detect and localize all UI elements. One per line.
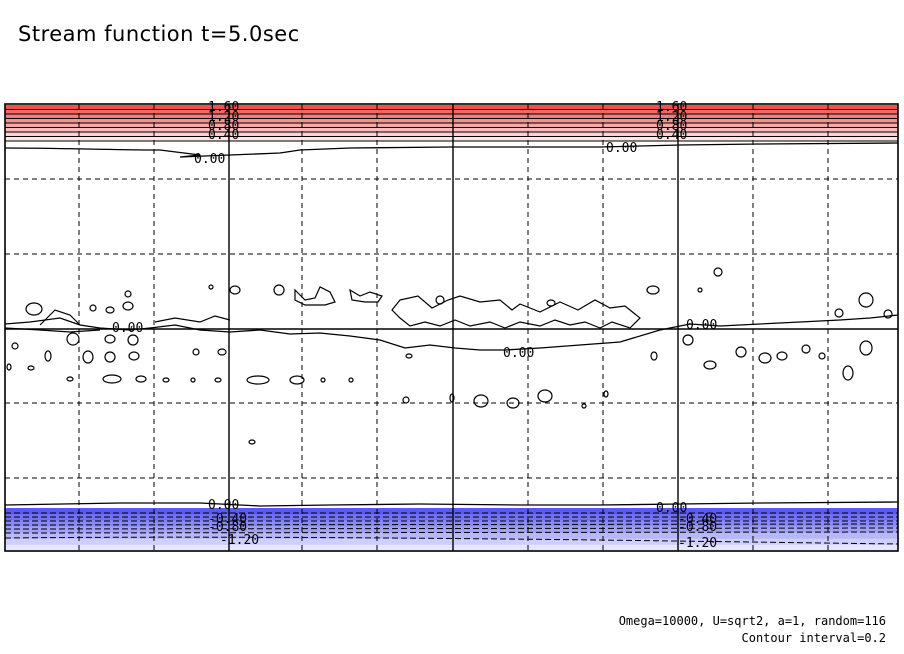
positive-band-level <box>5 114 898 120</box>
label-zero-mid-1: 0.00 <box>112 321 143 336</box>
negative-band-level <box>5 532 898 540</box>
positive-band-level <box>5 136 898 142</box>
label-top-right-080: 0.80 <box>656 119 687 134</box>
label-neg080-left: -0.80 <box>208 520 247 535</box>
grid-dashed <box>5 104 898 551</box>
positive-band <box>5 105 898 142</box>
label-top-left-040: 0.40 <box>208 128 239 143</box>
zero-contour-middle <box>4 314 899 351</box>
positive-band-level <box>5 105 898 111</box>
label-zero-top-right: 0.00 <box>606 141 637 156</box>
label-top-left-120: 1.20 <box>208 110 239 125</box>
positive-band-level <box>5 127 898 133</box>
label-neg040-right: -0.40 <box>678 512 717 527</box>
negative-band-level <box>5 544 898 552</box>
positive-band-level <box>5 132 898 138</box>
label-neg120-right: -1.20 <box>678 536 717 551</box>
label-neg080-right: -0.80 <box>678 520 717 535</box>
params-note: Omega=10000, U=sqrt2, a=1, random=116 <box>618 614 886 628</box>
positive-band-level <box>5 109 898 115</box>
positive-band-level <box>5 123 898 129</box>
label-neg120-left: -1.20 <box>220 533 259 548</box>
plot-frame <box>4 103 899 552</box>
negative-dashed-contours <box>4 512 899 545</box>
negative-band-level <box>5 538 898 546</box>
label-zero-bottom-left: 0.00 <box>208 498 239 513</box>
chart-title: Stream function t=5.0sec <box>18 22 300 46</box>
zero-contour-top <box>4 142 899 158</box>
zero-contour-bottom <box>4 501 899 507</box>
negative-band-level <box>5 508 898 515</box>
negative-band-level <box>5 514 898 521</box>
label-top-left-080: 0.80 <box>208 119 239 134</box>
label-zero-mid-3: 0.00 <box>686 318 717 333</box>
label-top-right-120: 1.20 <box>656 110 687 125</box>
negative-band-level <box>5 520 898 528</box>
contour-interval-note: Contour interval=0.2 <box>741 631 887 645</box>
label-top-right-040: 0.40 <box>656 128 687 143</box>
negative-band <box>5 508 898 552</box>
positive-contours-solid <box>5 109 898 142</box>
positive-band-level <box>5 118 898 124</box>
eddy-contours <box>6 267 893 445</box>
label-zero-top-left: 0.00 <box>194 152 225 167</box>
label-neg040-left: -0.40 <box>208 512 247 527</box>
grid-solid <box>5 104 898 551</box>
label-zero-bottom-right: 0.00 <box>656 501 687 516</box>
label-zero-mid-2: 0.00 <box>503 346 534 361</box>
negative-band-level <box>5 526 898 534</box>
contour-labels: 1.60 1.20 0.80 0.40 1.60 1.20 0.80 0.40 … <box>112 100 717 551</box>
